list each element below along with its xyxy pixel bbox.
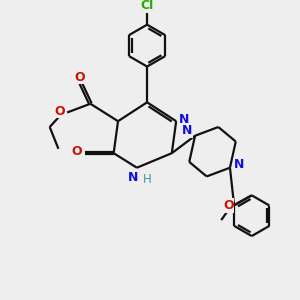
Text: O: O bbox=[223, 199, 233, 212]
Text: O: O bbox=[71, 145, 82, 158]
Text: N: N bbox=[128, 170, 139, 184]
Text: H: H bbox=[143, 173, 152, 186]
Text: N: N bbox=[233, 158, 244, 171]
Text: O: O bbox=[74, 70, 85, 83]
Text: O: O bbox=[55, 104, 65, 118]
Text: N: N bbox=[179, 113, 190, 126]
Text: N: N bbox=[182, 124, 192, 137]
Text: Cl: Cl bbox=[140, 0, 154, 12]
